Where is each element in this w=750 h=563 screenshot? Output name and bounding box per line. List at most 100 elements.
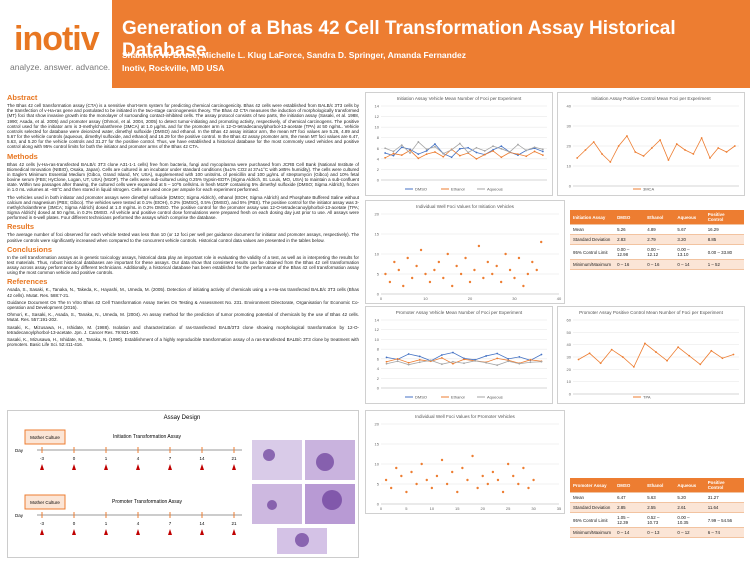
point	[463, 362, 465, 365]
section-heading: Abstract	[7, 93, 38, 102]
y-tick-label: 20	[567, 367, 572, 372]
table-cell: 11.64	[704, 502, 744, 513]
point	[384, 152, 387, 154]
point	[525, 155, 528, 158]
y-tick-label: 20	[567, 144, 572, 149]
point	[517, 143, 519, 146]
point	[407, 361, 410, 364]
point	[458, 142, 461, 145]
title: Generation of a Bhas 42 Cell Transformat…	[122, 18, 676, 61]
day-number: -3	[40, 521, 44, 526]
point	[418, 361, 421, 364]
point	[492, 145, 494, 148]
foci	[263, 449, 342, 547]
chart-frame	[365, 410, 565, 514]
header-cell: Promoter Assay	[570, 478, 615, 493]
point	[437, 260, 441, 264]
header-cell: Initiation Assay	[570, 210, 615, 225]
point	[684, 149, 686, 151]
x-tick-label: 0	[380, 506, 383, 511]
point	[531, 260, 534, 264]
y-tick-label: 8	[377, 347, 380, 352]
paragraph: In the cell transformation assays as in …	[7, 254, 359, 276]
table-cell: 0 – 16	[644, 259, 675, 270]
series-line	[576, 135, 736, 163]
point	[506, 462, 510, 466]
logo: inotiv analyze. answer. advance.	[0, 0, 112, 88]
point	[405, 490, 408, 494]
point	[518, 356, 521, 358]
point	[496, 352, 499, 355]
point	[428, 280, 432, 284]
x-tick-label: 0	[380, 296, 383, 301]
point	[601, 153, 603, 155]
point	[540, 360, 543, 363]
paragraph: The Bhas 42 cell transformation assay (C…	[7, 103, 359, 150]
point	[491, 272, 494, 276]
point	[725, 151, 728, 153]
paragraph: Sasaki, K., Mizusawa, H., Ishidate, M., …	[7, 336, 359, 348]
point	[733, 145, 736, 147]
paragraph: The vehicles used in both initiator and …	[7, 194, 359, 221]
y-tick-label: 30	[567, 355, 572, 360]
y-tick-label: 0	[377, 502, 380, 507]
point	[609, 161, 612, 163]
y-tick-label: 30	[567, 124, 572, 129]
section: Results The average number of foci observ…	[7, 222, 359, 242]
arrow	[136, 529, 140, 535]
y-tick-label: 0	[377, 178, 380, 183]
section-heading: Conclusions	[7, 244, 53, 254]
day-number: 7	[169, 521, 172, 526]
point	[535, 268, 538, 272]
point	[452, 351, 454, 354]
logo-text: inotiv	[14, 20, 100, 58]
table-row: Mean 6.47 5.63 5.20 31.27	[570, 492, 744, 503]
point	[425, 153, 428, 155]
table-cell: 7.99 – 54.56	[704, 512, 744, 528]
point	[496, 364, 499, 367]
point	[400, 474, 403, 478]
table-cell: 0.52 – 10.73	[644, 512, 675, 528]
point	[474, 359, 476, 362]
point	[721, 357, 724, 360]
stats-table: Initiation Assay DMSO Ethanol Aqueous Positi…	[570, 210, 744, 270]
point	[508, 151, 511, 153]
legend-label: DMSO	[415, 187, 427, 192]
point	[452, 360, 454, 363]
chart-title: Promoter Assay Vehicle Mean Number of Fo…	[396, 310, 523, 315]
point	[434, 151, 436, 153]
point	[717, 147, 720, 149]
chart-title: Promoter Assay Positive Control Mean Num…	[579, 310, 723, 315]
point	[407, 353, 410, 355]
point	[418, 358, 421, 361]
chart: Initiation Assay Vehicle Mean Number of …	[365, 92, 553, 196]
table-cell: 5.20	[674, 492, 705, 503]
arrow	[40, 464, 44, 470]
point	[481, 474, 484, 478]
y-tick-label: 40	[567, 342, 572, 347]
point	[533, 146, 536, 149]
arrow	[136, 464, 140, 470]
x-tick-label: 30	[512, 296, 517, 301]
point	[396, 357, 399, 360]
arrow	[72, 529, 76, 535]
x-tick-label: 20	[468, 296, 473, 301]
point	[446, 252, 449, 256]
section: Abstract The Bhas 42 cell transformation …	[7, 93, 359, 150]
section: References Asada, S., Sasaki, K., Tanaka,…	[7, 277, 359, 347]
table-row: Standard Deviation 2.85 2.55 2.61 11.64	[570, 502, 744, 513]
point	[475, 146, 478, 149]
y-tick-label: 8	[377, 135, 380, 140]
point	[440, 363, 443, 366]
point	[500, 145, 503, 148]
point	[617, 145, 620, 147]
header-cell: Aqueous	[674, 478, 705, 493]
y-tick-label: 2	[377, 376, 380, 381]
culture-box	[24, 429, 66, 445]
table-cell: 0.00 – 33.80	[704, 244, 744, 260]
y-tick-label: 10	[375, 125, 380, 130]
point	[451, 470, 454, 474]
point	[540, 353, 543, 356]
affiliation: Inotiv, Rockville, MD USA	[122, 63, 225, 73]
arrow	[104, 464, 108, 470]
